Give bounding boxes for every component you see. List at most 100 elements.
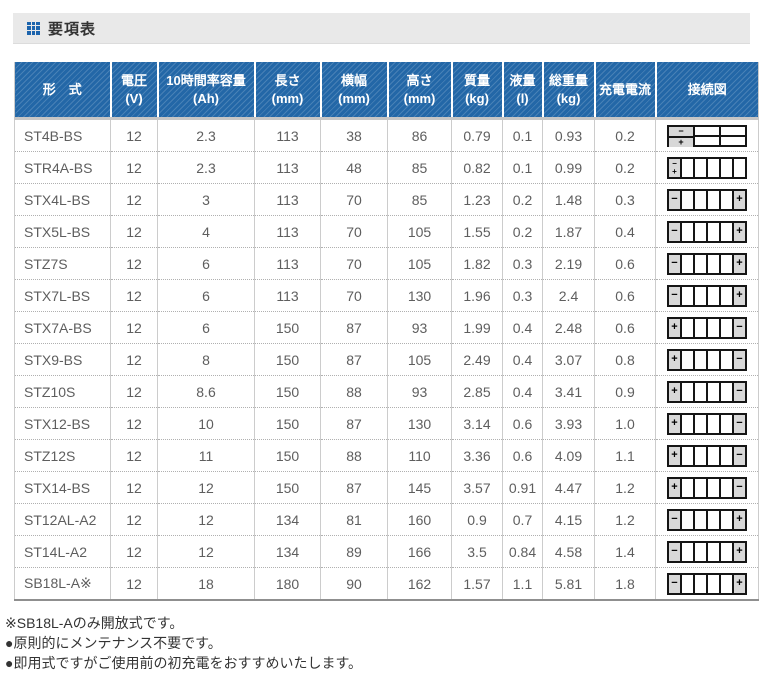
liquid_l-cell: 0.2 <box>502 183 543 216</box>
battery-connection-diagram: + − <box>667 380 747 403</box>
battery-connection-diagram: − + <box>667 572 747 595</box>
length_mm-cell: 134 <box>254 503 321 536</box>
mass_kg-cell: 3.57 <box>451 471 503 504</box>
column-unit: (mm) <box>338 90 370 106</box>
model-cell: SB18L-A※ <box>14 567 111 601</box>
capacity_ah-cell: 11 <box>157 439 255 472</box>
liquid_l-cell: 0.4 <box>502 343 543 376</box>
terminal-last: − <box>734 446 745 465</box>
footnote: ●即用式ですがご使用前の初充電をおすすめいたします。 <box>5 655 363 671</box>
battery-spec-page: 要項表 形 式 電圧 (V) 10時間率容量 (Ah) 長さ (mm) 横幅 (mm) 高さ (mm… <box>0 13 763 673</box>
terminal-last: − <box>734 382 745 401</box>
terminal-first: + <box>669 446 682 465</box>
height_mm-cell: 93 <box>387 375 452 408</box>
width_mm-cell: 70 <box>320 247 388 280</box>
connection-diagram-cell: + − <box>655 439 759 472</box>
capacity_ah-cell: 3 <box>157 183 255 216</box>
column-unit: (mm) <box>271 90 304 106</box>
charge_current_a-cell: 1.4 <box>594 535 656 568</box>
capacity_ah-cell: 12 <box>157 535 255 568</box>
mass_kg-cell: 0.9 <box>451 503 503 536</box>
length_mm-cell: 113 <box>254 247 321 280</box>
model-cell: STX7L-BS <box>14 279 111 312</box>
column-header-model: 形 式 <box>14 62 112 120</box>
terminal-first: − <box>669 510 682 529</box>
table-row: ST4B-BS 12 2.3 113 38 86 0.79 0.1 0.93 0.2 − + <box>14 118 759 152</box>
column-unit: (kg) <box>556 90 581 106</box>
voltage_v-cell: 12 <box>110 535 158 568</box>
liquid_l-cell: 0.6 <box>502 439 543 472</box>
charge_current_a-cell: 0.9 <box>594 375 656 408</box>
mass_kg-cell: 0.79 <box>451 118 503 152</box>
total_weight_kg-cell: 0.93 <box>542 118 595 152</box>
width_mm-cell: 89 <box>320 535 388 568</box>
terminal-last: − <box>734 350 745 369</box>
terminal-first: + <box>669 318 682 337</box>
capacity_ah-cell: 6 <box>157 247 255 280</box>
table-row: ST14L-A2 12 12 134 89 166 3.5 0.84 4.58 1.4− + <box>14 535 759 568</box>
connection-diagram-cell: − + <box>655 535 759 568</box>
voltage_v-cell: 12 <box>110 215 158 248</box>
terminal-first: − <box>669 190 682 209</box>
voltage_v-cell: 12 <box>110 503 158 536</box>
width_mm-cell: 87 <box>320 343 388 376</box>
height_mm-cell: 105 <box>387 215 452 248</box>
column-unit: (Ah) <box>193 90 219 106</box>
liquid_l-cell: 0.3 <box>502 279 543 312</box>
charge_current_a-cell: 1.2 <box>594 471 656 504</box>
connection-diagram-cell: + − <box>655 407 759 440</box>
terminal-first: + <box>669 382 682 401</box>
width_mm-cell: 70 <box>320 183 388 216</box>
connection-diagram-cell: − + <box>655 215 759 248</box>
length_mm-cell: 134 <box>254 535 321 568</box>
model-cell: STZ7S <box>14 247 111 280</box>
mass_kg-cell: 1.55 <box>451 215 503 248</box>
liquid_l-cell: 0.4 <box>502 311 543 344</box>
mass_kg-cell: 1.96 <box>451 279 503 312</box>
column-header-length_mm: 長さ (mm) <box>254 62 322 120</box>
section-title-bar: 要項表 <box>13 13 750 44</box>
voltage_v-cell: 12 <box>110 439 158 472</box>
model-cell: STX5L-BS <box>14 215 111 248</box>
column-unit: (kg) <box>465 90 489 106</box>
column-label: 液量 <box>509 72 536 88</box>
table-row: STX12-BS 12 10 150 87 130 3.14 0.6 3.93 1.0 + − <box>14 407 759 440</box>
charge_current_a-cell: 0.2 <box>594 151 656 184</box>
charge_current_a-cell: 0.8 <box>594 343 656 376</box>
column-label: 接続図 <box>687 81 727 97</box>
total_weight_kg-cell: 2.4 <box>542 279 595 312</box>
charge_current_a-cell: 1.2 <box>594 503 656 536</box>
column-header-width_mm: 横幅 (mm) <box>320 62 389 120</box>
connection-diagram-cell: − + <box>655 118 759 152</box>
table-row: STX7A-BS 12 6 150 87 93 1.99 0.4 2.48 0.6 + − <box>14 311 759 344</box>
total_weight_kg-cell: 5.81 <box>542 567 595 601</box>
section-title: 要項表 <box>48 20 97 38</box>
footnote: ●原則的にメンテナンス不要です。 <box>5 635 222 651</box>
capacity_ah-cell: 12 <box>157 471 255 504</box>
height_mm-cell: 162 <box>387 567 452 601</box>
column-unit: (mm) <box>403 90 436 106</box>
terminal-last: − <box>734 414 745 433</box>
battery-connection-diagram: − + <box>667 220 747 243</box>
connection-diagram-cell: − + <box>655 567 759 601</box>
capacity_ah-cell: 4 <box>157 215 255 248</box>
mass_kg-cell: 1.82 <box>451 247 503 280</box>
column-label: 総重量 <box>548 72 588 88</box>
charge_current_a-cell: 0.2 <box>594 118 656 152</box>
total_weight_kg-cell: 3.07 <box>542 343 595 376</box>
length_mm-cell: 150 <box>254 439 321 472</box>
model-cell: ST14L-A2 <box>14 535 111 568</box>
battery-connection-diagram: + − <box>667 476 747 499</box>
column-header-total_weight_kg: 総重量 (kg) <box>542 62 596 120</box>
connection-diagram-cell: − + <box>655 183 759 216</box>
length_mm-cell: 150 <box>254 343 321 376</box>
mass_kg-cell: 2.85 <box>451 375 503 408</box>
connection-diagram-cell: + − <box>655 471 759 504</box>
voltage_v-cell: 12 <box>110 183 158 216</box>
capacity_ah-cell: 12 <box>157 503 255 536</box>
height_mm-cell: 86 <box>387 118 452 152</box>
connection-diagram-cell: − + <box>655 279 759 312</box>
connection-diagram-cell: + − <box>655 343 759 376</box>
table-row: STX7L-BS 12 6 113 70 130 1.96 0.3 2.4 0.6− + <box>14 279 759 312</box>
terminal-first: − <box>669 574 682 593</box>
